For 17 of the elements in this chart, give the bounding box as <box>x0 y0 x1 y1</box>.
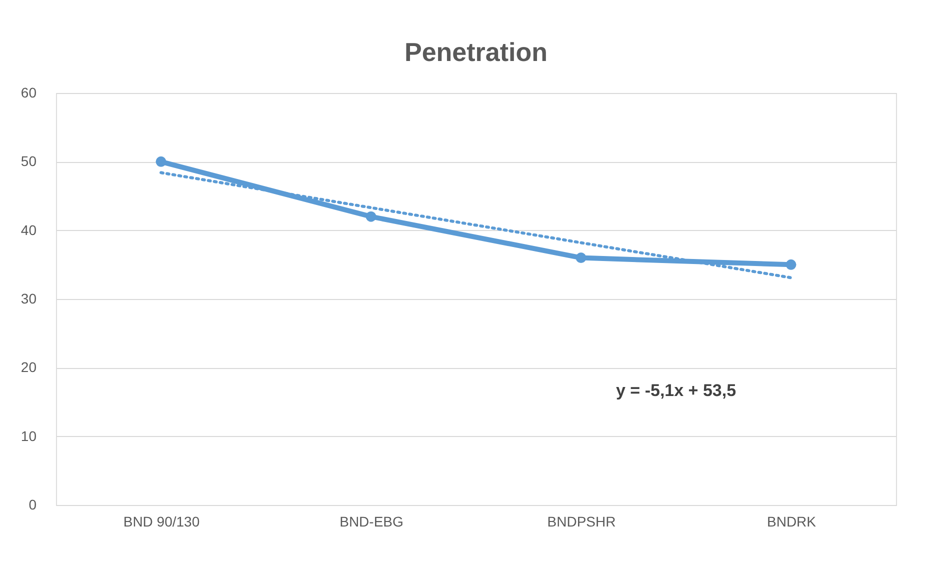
y-tick-label: 10 <box>20 428 37 444</box>
y-tick-label: 60 <box>20 84 37 100</box>
y-tick-label: 50 <box>20 153 37 170</box>
x-tick-label: BND 90/130 <box>123 514 200 530</box>
point <box>156 156 166 167</box>
y-tick-label: 40 <box>20 222 37 238</box>
y-tick-label: 0 <box>28 496 37 512</box>
y-tick-label: 30 <box>20 290 37 306</box>
x-tick-label: BND-EBG <box>340 514 404 530</box>
x-tick-label: BNDRK <box>766 514 817 530</box>
chart-title: Penetration <box>404 37 548 67</box>
point <box>786 259 796 270</box>
annotation: y = -5,1x + 53,5 <box>616 381 736 400</box>
point <box>576 252 586 264</box>
point <box>366 211 376 222</box>
x-tick-label: BNDPSHR <box>547 514 616 530</box>
y-tick-label: 20 <box>20 359 37 376</box>
